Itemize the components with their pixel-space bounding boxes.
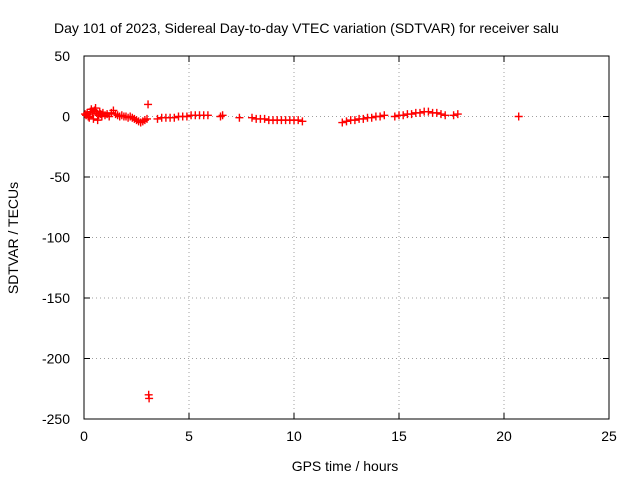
data-point [338,118,347,127]
y-tick-label: -150 [42,290,70,306]
data-point [248,113,256,122]
data-points [81,100,523,403]
y-tick-label: 0 [62,109,70,125]
data-point [218,111,227,120]
axis-ticks [83,55,610,420]
data-point [399,111,408,120]
data-point [170,113,179,122]
data-point [182,112,191,121]
x-tick-label: 5 [185,428,193,444]
data-point [84,112,93,121]
data-point [144,100,153,109]
x-tick-label: 25 [601,428,617,444]
data-point [407,110,416,119]
data-point [143,114,151,123]
x-axis-label: GPS time / hours [292,458,399,474]
x-tick-label: 10 [286,428,302,444]
grid [84,56,609,419]
data-point [437,110,445,119]
data-point [93,116,102,125]
data-point [453,110,462,119]
data-point [359,114,368,123]
data-point [367,113,376,122]
data-point [298,117,307,126]
y-tick-label: -250 [42,411,70,427]
data-point [514,112,523,121]
data-point [153,114,162,123]
data-point [441,111,450,120]
data-point [342,117,351,126]
data-point [145,394,154,403]
data-point [350,116,359,125]
x-tick-label: 20 [496,428,512,444]
data-point [380,111,389,120]
x-tick-label: 0 [80,428,88,444]
data-point [89,114,98,123]
data-point [376,112,385,121]
data-point [449,111,458,120]
data-point [432,108,441,117]
y-tick-label: 50 [54,48,70,64]
y-tick-label: -50 [50,169,70,185]
x-axis-tick-labels: 0 5 10 15 20 25 [80,428,617,444]
data-point [390,112,399,121]
y-tick-label: -100 [42,230,70,246]
plot-area-frame [83,55,610,420]
data-point [416,108,424,117]
y-tick-label: -200 [42,351,70,367]
y-axis-tick-labels: 50 0 -50 -100 -150 -200 -250 [42,48,70,427]
data-point [91,104,100,113]
data-point [260,114,269,123]
data-point [235,113,244,122]
data-point [424,107,433,116]
data-point [294,116,303,125]
x-tick-label: 15 [391,428,407,444]
data-point [203,111,212,120]
chart-title: Day 101 of 2023, Sidereal Day-to-day VTE… [54,20,559,36]
y-axis-label: SDTVAR / TECUs [5,182,21,294]
